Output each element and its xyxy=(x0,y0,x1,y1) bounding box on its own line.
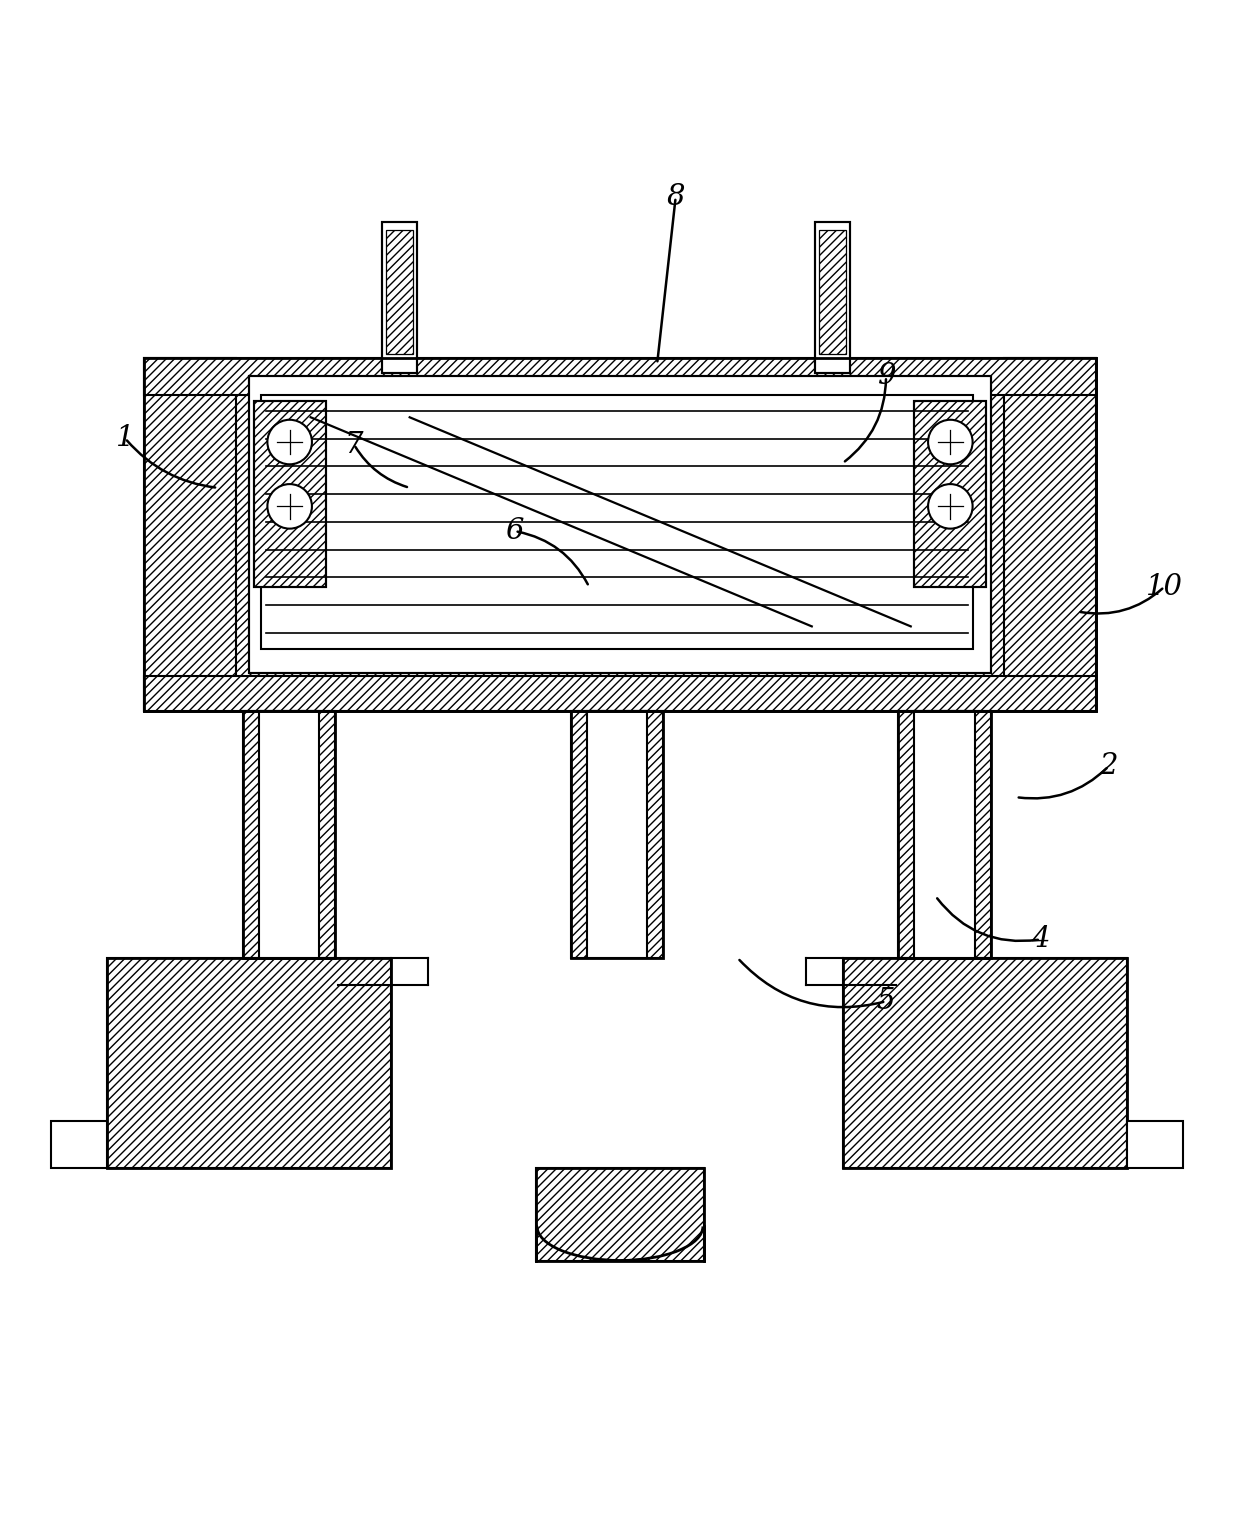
Text: 6: 6 xyxy=(506,517,525,546)
Bar xyxy=(843,958,1127,1169)
Bar xyxy=(144,357,1096,710)
Bar xyxy=(820,231,847,354)
Text: 8: 8 xyxy=(666,182,684,211)
Bar xyxy=(144,357,1096,710)
Bar xyxy=(1003,357,1096,710)
Bar xyxy=(914,401,986,587)
Bar xyxy=(51,1122,107,1169)
Text: 9: 9 xyxy=(877,362,895,391)
Bar xyxy=(816,222,851,372)
Bar xyxy=(243,710,336,958)
Bar xyxy=(144,676,1096,710)
Text: 5: 5 xyxy=(877,988,895,1015)
Bar xyxy=(816,222,851,372)
Bar xyxy=(249,377,991,673)
Bar xyxy=(536,1169,704,1262)
Bar xyxy=(243,710,336,958)
Bar xyxy=(1127,1122,1183,1169)
Bar xyxy=(898,710,991,958)
Circle shape xyxy=(928,483,972,529)
Text: 1: 1 xyxy=(115,424,134,453)
Bar xyxy=(382,222,417,372)
Bar xyxy=(382,222,417,372)
Bar xyxy=(144,357,1096,395)
Bar xyxy=(914,401,986,587)
Text: 10: 10 xyxy=(1146,573,1183,600)
Text: 2: 2 xyxy=(1100,752,1118,780)
Bar xyxy=(144,357,237,710)
Bar xyxy=(262,395,972,649)
Bar xyxy=(254,401,326,587)
Circle shape xyxy=(268,420,312,464)
Bar xyxy=(587,710,647,958)
Text: 4: 4 xyxy=(1032,926,1050,953)
Text: 7: 7 xyxy=(345,430,363,459)
Bar xyxy=(898,710,991,958)
Bar xyxy=(914,710,975,958)
Bar xyxy=(570,710,663,958)
Circle shape xyxy=(928,420,972,464)
Bar xyxy=(386,231,413,354)
Circle shape xyxy=(268,483,312,529)
Bar xyxy=(570,710,663,958)
Bar xyxy=(843,958,1127,1169)
Bar xyxy=(536,1169,704,1262)
Bar xyxy=(107,958,391,1169)
Bar xyxy=(249,377,991,673)
Bar xyxy=(254,401,326,587)
Bar xyxy=(259,710,320,958)
Bar xyxy=(107,958,391,1169)
